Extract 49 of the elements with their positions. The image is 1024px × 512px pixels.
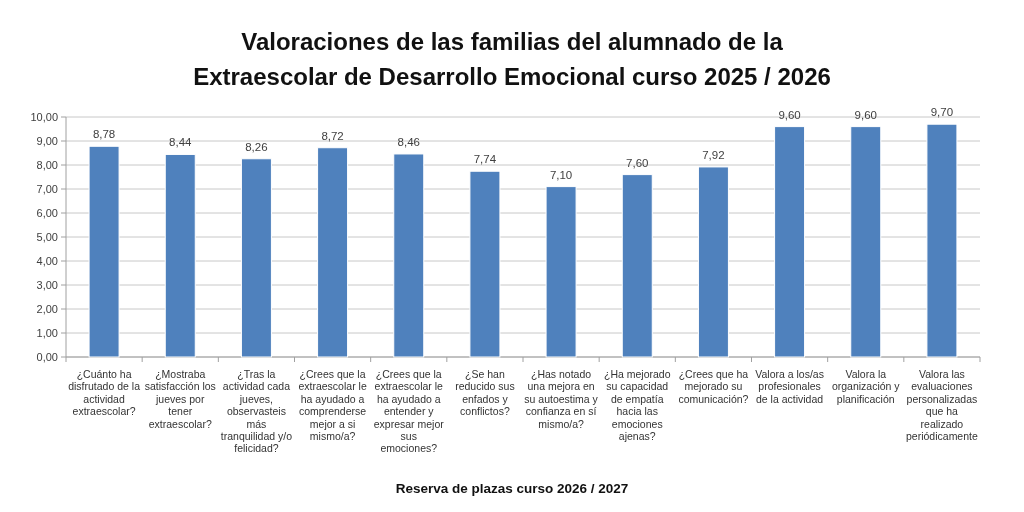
data-label: 8,72	[321, 129, 344, 142]
x-tick-label: ¿Mostraba satisfacción los jueves por tener extraescolar?	[144, 368, 216, 430]
y-tick-label: 2,00	[36, 302, 58, 315]
bar	[88, 145, 120, 358]
data-label: 8,46	[397, 135, 420, 148]
bar	[317, 147, 349, 358]
x-tick-label: ¿Tras la actividad cada jueves, observasteis más tranquilidad y/o felicidad?	[220, 368, 293, 455]
x-tick-label: ¿Cuánto ha disfrutado de la actividad extraescolar?	[68, 368, 141, 418]
data-label: 7,92	[702, 148, 725, 161]
data-label: 8,26	[245, 140, 268, 153]
bar	[469, 170, 501, 358]
x-tick-label: ¿Crees que la extraescolar le ha ayudado a entender y expresar mejor sus emociones?	[373, 368, 445, 455]
x-tick-label: ¿Has notado una mejora en su autoestima y confianza en sí mismo/a?	[524, 368, 599, 430]
x-tick-label: Valora la organización y planificación	[831, 368, 901, 405]
text: Reserva de plazas curso 2026 / 2027	[395, 481, 629, 496]
x-tick-label: ¿Crees que la extraescolar le ha ayudado a comprenderse mejor a si mismo/a?	[298, 368, 367, 442]
bar	[240, 158, 272, 358]
y-tick-label: 1,00	[36, 326, 58, 339]
chart-title: Valoraciones de las familias del alumnado de la Extraescolar de Desarrollo Emocional curso 2025 / 2026	[193, 28, 831, 90]
bar	[697, 166, 729, 358]
y-tick-label: 8,00	[36, 158, 58, 171]
data-label: 7,74	[473, 153, 497, 166]
y-tick-label: 7,00	[36, 182, 58, 195]
bar	[926, 123, 958, 358]
data-label: 9,60	[854, 108, 877, 121]
x-tick-label: Valora las evaluaciones personalizadas que ha realizado periódicamente	[906, 368, 978, 442]
y-tick-label: 3,00	[36, 278, 58, 291]
data-label: 9,60	[778, 108, 801, 121]
bar	[774, 126, 806, 358]
bar	[621, 174, 653, 358]
data-label: 9,70	[930, 106, 954, 119]
bar	[393, 153, 425, 358]
y-tick-label: 0,00	[36, 350, 58, 363]
data-label: 7,10	[549, 168, 573, 181]
data-label: 8,44	[169, 136, 193, 149]
bar	[850, 126, 882, 358]
y-tick-label: 5,00	[36, 230, 58, 243]
x-tick-label: Valora a los/as profesionales de la actividad	[755, 368, 824, 405]
x-tick-label: ¿Se han reducido sus enfados y conflictos?	[455, 368, 515, 418]
y-tick-label: 6,00	[36, 206, 58, 219]
bar	[545, 186, 577, 358]
y-tick-label: 4,00	[36, 254, 58, 267]
data-label: 8,78	[92, 128, 116, 141]
bar	[164, 153, 196, 358]
x-tick-label: ¿Crees que ha mejorado su comunicación?	[678, 368, 749, 405]
y-tick-label: 10,00	[30, 110, 58, 123]
x-tick-label: ¿Ha mejorado su capacidad de empatía hacia las emociones ajenas?	[603, 368, 671, 442]
y-tick-label: 9,00	[36, 134, 58, 147]
data-label: 7,60	[626, 156, 649, 169]
